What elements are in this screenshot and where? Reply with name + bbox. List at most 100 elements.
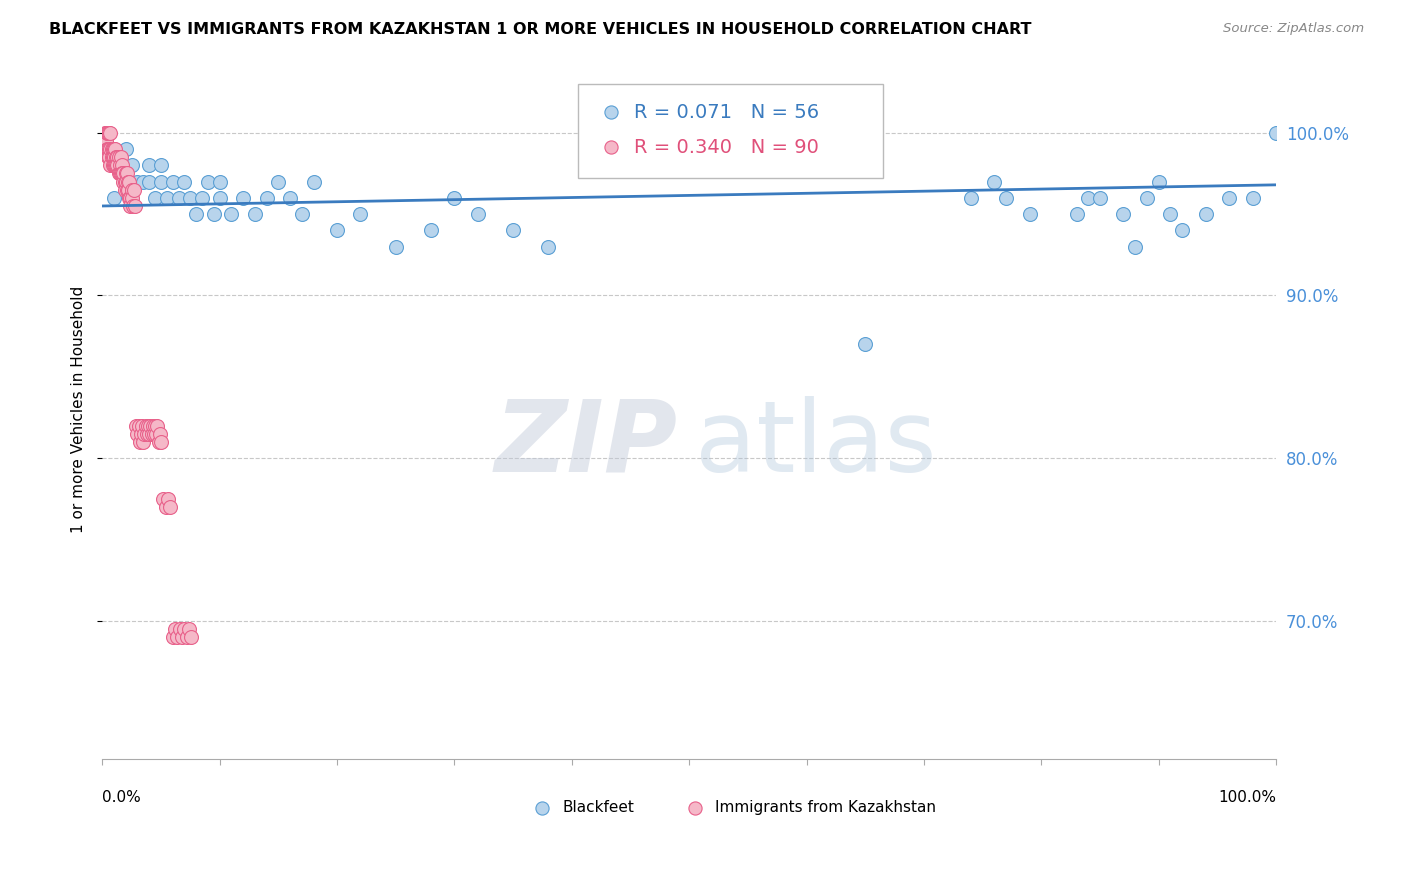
Point [142,418,165,433]
Point [197,175,219,189]
Point [97,150,120,164]
Point [103,158,125,172]
Text: atlas: atlas [695,396,936,492]
Point [94,126,117,140]
Point [100,142,122,156]
Point [127,426,149,441]
Point [104,158,127,172]
Point [148,434,170,449]
Text: ZIP: ZIP [495,396,678,492]
Y-axis label: 1 or more Vehicles in Household: 1 or more Vehicles in Household [72,285,86,533]
Point [162,630,184,644]
Point [267,175,290,189]
Text: Immigrants from Kazakhstan: Immigrants from Kazakhstan [716,800,936,815]
Point [101,158,124,172]
Point [114,142,136,156]
Point [97,126,120,140]
Point [169,622,191,636]
Point [107,150,129,164]
Point [112,175,135,189]
Point [100,142,122,156]
Text: 100.0%: 100.0% [1218,790,1277,805]
Point [221,207,243,221]
Point [111,158,134,172]
Point [107,150,129,164]
Point [208,191,231,205]
Point [138,158,160,172]
Point [1171,223,1194,237]
Point [202,207,225,221]
Point [1218,191,1240,205]
Point [184,207,207,221]
Point [132,175,155,189]
Point [115,166,138,180]
Point [98,150,121,164]
Point [143,191,166,205]
Point [98,126,121,140]
Point [156,191,179,205]
Point [94,134,117,148]
Point [120,191,142,205]
Point [145,426,167,441]
Point [149,434,172,449]
Point [121,199,143,213]
Point [103,150,125,164]
Point [107,166,129,180]
Point [243,207,266,221]
Point [152,491,174,506]
Point [104,142,127,156]
Point [232,191,254,205]
Point [114,175,136,189]
Point [326,223,349,237]
Point [162,175,184,189]
Point [443,191,465,205]
Point [159,500,181,514]
Point [96,142,118,156]
Point [138,426,160,441]
Point [1123,240,1146,254]
Point [302,175,325,189]
Point [180,630,202,644]
Point [101,142,124,156]
Point [110,166,132,180]
Point [112,166,135,180]
Point [142,426,165,441]
Point [129,426,152,441]
Point [208,175,231,189]
Point [1241,191,1264,205]
Point [101,150,124,164]
Point [995,191,1018,205]
Point [1136,191,1159,205]
Point [93,126,115,140]
Point [128,418,150,433]
Point [1147,175,1170,189]
Point [960,191,983,205]
Point [177,622,200,636]
Point [537,240,560,254]
Point [853,337,876,351]
Point [1112,207,1135,221]
Point [117,175,139,189]
Point [149,158,172,172]
Point [100,150,122,164]
Point [1088,191,1111,205]
Point [98,142,121,156]
Point [1018,207,1040,221]
Point [118,175,141,189]
Point [105,158,128,172]
Point [97,142,120,156]
Point [134,426,156,441]
Point [135,426,157,441]
Point [115,183,138,197]
Point [256,191,278,205]
Point [108,158,131,172]
Point [103,142,125,156]
Point [1077,191,1099,205]
Point [166,630,188,644]
Point [107,158,129,172]
Point [419,223,441,237]
Point [125,418,148,433]
Point [163,622,186,636]
Point [384,240,406,254]
Point [117,183,139,197]
